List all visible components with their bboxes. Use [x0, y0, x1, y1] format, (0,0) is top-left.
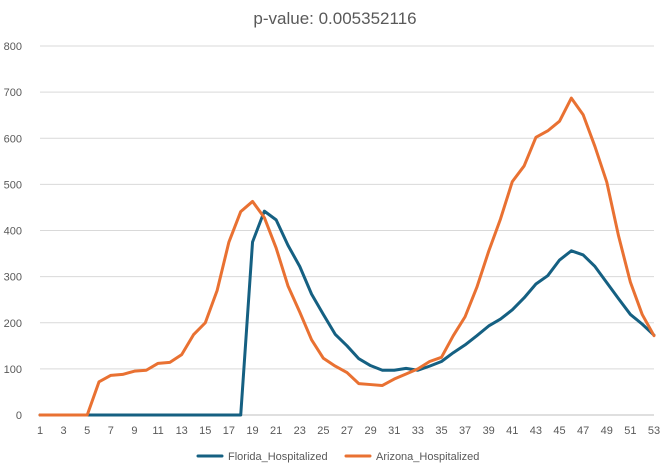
x-tick-label-47: 47: [577, 425, 589, 437]
x-tick-label-51: 51: [624, 425, 636, 437]
x-tick-label-43: 43: [530, 425, 542, 437]
y-tick-label-200: 200: [4, 318, 22, 330]
x-tick-label-31: 31: [388, 425, 400, 437]
x-tick-label-23: 23: [294, 425, 306, 437]
x-tick-label-27: 27: [341, 425, 353, 437]
y-tick-label-800: 800: [4, 41, 22, 53]
x-tick-label-13: 13: [176, 425, 188, 437]
legend-label-Florida_Hospitalized: Florida_Hospitalized: [228, 451, 328, 463]
series-line-Florida_Hospitalized: [38, 209, 656, 417]
x-tick-label-45: 45: [553, 425, 565, 437]
x-tick-label-39: 39: [483, 425, 495, 437]
x-tick-label-37: 37: [459, 425, 471, 437]
x-tick-label-7: 7: [108, 425, 114, 437]
x-tick-label-53: 53: [648, 425, 660, 437]
y-tick-label-300: 300: [4, 272, 22, 284]
chart-title: p-value: 0.005352116: [253, 9, 417, 28]
x-tick-label-17: 17: [223, 425, 235, 437]
x-tick-label-9: 9: [131, 425, 137, 437]
x-tick-label-35: 35: [435, 425, 447, 437]
series-line-Arizona_Hospitalized: [38, 96, 656, 417]
y-tick-label-500: 500: [4, 179, 22, 191]
legend-label-Arizona_Hospitalized: Arizona_Hospitalized: [376, 451, 479, 463]
x-tick-label-1: 1: [37, 425, 43, 437]
y-tick-label-100: 100: [4, 364, 22, 376]
x-tick-label-19: 19: [246, 425, 258, 437]
y-tick-label-700: 700: [4, 87, 22, 99]
x-tick-label-41: 41: [506, 425, 518, 437]
x-tick-label-21: 21: [270, 425, 282, 437]
x-tick-label-29: 29: [364, 425, 376, 437]
x-tick-label-5: 5: [84, 425, 90, 437]
y-tick-label-0: 0: [16, 410, 22, 422]
x-tick-label-25: 25: [317, 425, 329, 437]
x-tick-label-15: 15: [199, 425, 211, 437]
x-tick-label-11: 11: [152, 425, 163, 437]
y-tick-label-600: 600: [4, 133, 22, 145]
x-tick-label-33: 33: [412, 425, 424, 437]
x-tick-label-49: 49: [601, 425, 613, 437]
x-tick-label-3: 3: [61, 425, 67, 437]
y-tick-label-400: 400: [4, 226, 22, 238]
